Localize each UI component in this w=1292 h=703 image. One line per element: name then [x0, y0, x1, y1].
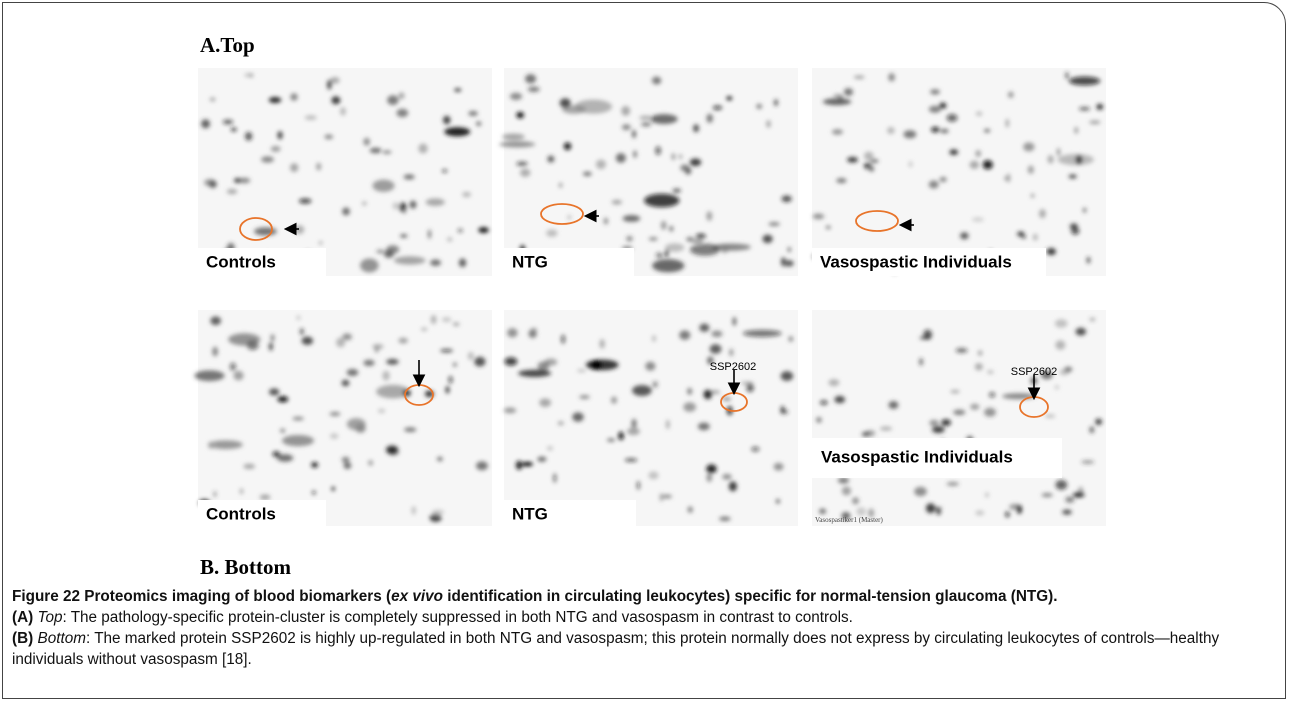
caption-text: identification in circulating leukocytes… [443, 588, 1058, 605]
panel-label: Controls [206, 504, 276, 523]
panel-label: NTG [512, 252, 548, 271]
top-heading: A.Top [200, 33, 255, 57]
caption-text: : The marked protein SSP2602 is highly u… [12, 630, 1219, 668]
caption-text: (B) [12, 630, 33, 647]
spot-marker-label: SSP2602 [710, 361, 756, 373]
caption-text: ex vivo [391, 588, 443, 605]
figure-caption: Figure 22 Proteomics imaging of blood bi… [12, 586, 1274, 670]
panel-label: NTG [512, 504, 548, 523]
caption-text: (A) [12, 609, 33, 626]
gel-image [504, 68, 798, 276]
bottom-heading: B. Bottom [200, 555, 292, 579]
caption-text: Top [38, 609, 63, 626]
figure: A.Top B. Bottom Controls NTG Vasospastic… [0, 0, 1292, 585]
caption-text: : The pathology-specific protein-cluster… [62, 609, 852, 626]
panel-footnote: Vasospastiker1 (Master) [815, 516, 884, 524]
panel-label: Vasospastic Individuals [821, 447, 1013, 466]
panel-label: Controls [206, 252, 276, 271]
caption-text: Figure 22 Proteomics imaging of blood bi… [12, 588, 391, 605]
gel-image [504, 310, 798, 526]
panel-label: Vasospastic Individuals [820, 252, 1012, 271]
gel-image [812, 68, 1106, 276]
page: {"figure": { "top_heading": "A.Top", "bo… [0, 0, 1292, 703]
spot-marker-label: SSP2602 [1011, 366, 1057, 378]
caption-text: Bottom [38, 630, 86, 647]
gel-image [198, 68, 492, 276]
